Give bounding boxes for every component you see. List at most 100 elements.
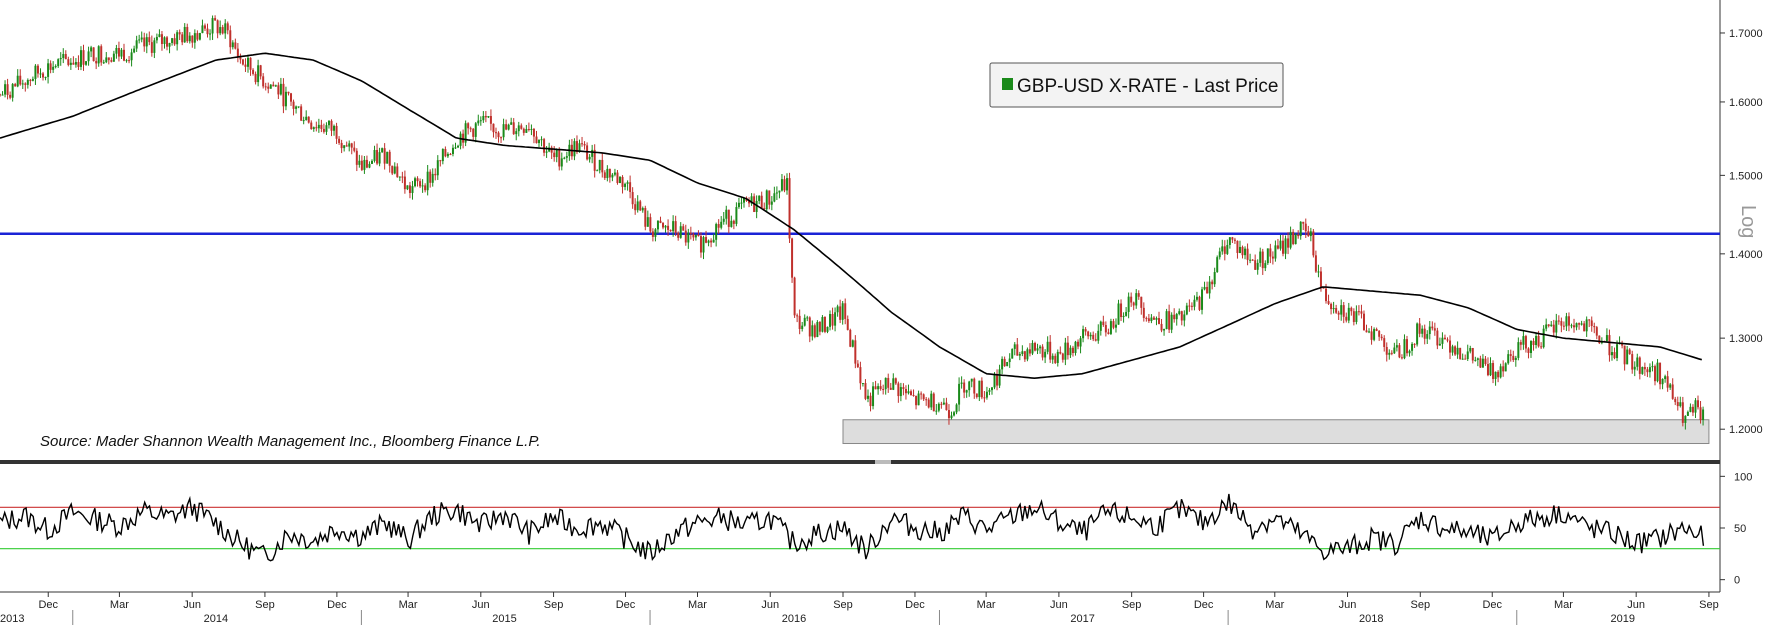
price-candle xyxy=(1041,344,1044,361)
price-candle xyxy=(1360,304,1363,319)
price-candle xyxy=(793,276,796,318)
price-candle xyxy=(1195,291,1198,302)
price-candle xyxy=(1233,237,1236,244)
price-candle xyxy=(1183,310,1186,327)
price-candle xyxy=(694,234,697,241)
price-candle xyxy=(983,391,986,403)
price-candle xyxy=(849,328,852,348)
oscillator-line-layer xyxy=(0,493,1705,562)
price-candle xyxy=(350,142,353,155)
price-candle xyxy=(1261,248,1264,275)
price-candle xyxy=(877,383,880,395)
price-candle xyxy=(148,31,151,46)
price-candle xyxy=(667,219,670,236)
price-candle xyxy=(1479,355,1482,368)
price-candle xyxy=(1079,335,1082,354)
price-candle xyxy=(1368,328,1371,334)
price-candle xyxy=(697,230,700,237)
price-candle xyxy=(778,190,781,199)
price-candle xyxy=(224,19,227,39)
price-candle xyxy=(97,45,100,67)
price-candle xyxy=(730,215,733,228)
price-candle xyxy=(403,170,406,194)
price-candle xyxy=(1165,308,1168,330)
price-candle xyxy=(603,170,606,180)
legend-label: GBP-USD X-RATE - Last Price xyxy=(1017,76,1278,97)
price-candle xyxy=(19,69,22,86)
price-candle xyxy=(960,376,963,389)
x-month-tick-label: Dec xyxy=(1194,599,1214,611)
price-candle xyxy=(85,61,88,66)
x-year-label: 2017 xyxy=(1070,613,1094,625)
price-candle xyxy=(530,124,533,136)
price-candle xyxy=(241,58,244,66)
price-candle xyxy=(1550,321,1553,327)
price-candle xyxy=(1337,310,1340,321)
panel-resize-handle[interactable] xyxy=(875,460,891,464)
price-candle xyxy=(1352,308,1355,326)
price-candle xyxy=(186,23,189,43)
price-candle xyxy=(1327,294,1330,306)
price-candle xyxy=(988,388,991,396)
price-candle xyxy=(1190,302,1193,311)
price-candle xyxy=(176,30,179,51)
price-candle xyxy=(464,120,467,147)
price-candle xyxy=(439,159,442,167)
price-y-tick-label: 1.7000 xyxy=(1729,28,1763,40)
price-candle xyxy=(538,139,541,148)
price-candle xyxy=(1198,295,1201,312)
price-candle xyxy=(1287,232,1290,255)
price-candle xyxy=(1008,353,1011,368)
price-candle xyxy=(1347,302,1350,324)
price-candle xyxy=(155,33,158,44)
price-candle xyxy=(912,389,915,397)
x-month-tick-label: Jun xyxy=(472,599,490,611)
price-candle xyxy=(1185,302,1188,316)
price-candle xyxy=(203,23,206,31)
price-candle xyxy=(829,310,832,331)
price-candle xyxy=(246,54,249,73)
price-candle xyxy=(942,398,945,406)
price-candle xyxy=(712,233,715,243)
price-candle xyxy=(963,379,966,399)
price-candle xyxy=(831,307,834,330)
price-candle xyxy=(639,199,642,212)
price-candle xyxy=(515,128,518,141)
candle-layer xyxy=(0,15,1705,430)
legend[interactable]: GBP-USD X-RATE - Last Price xyxy=(989,62,1284,108)
price-candle xyxy=(965,389,968,398)
price-candle xyxy=(1464,354,1467,360)
price-candle xyxy=(1117,299,1120,325)
price-candle xyxy=(707,239,710,247)
price-candle xyxy=(1036,343,1039,355)
price-candle xyxy=(1408,349,1411,357)
price-candle xyxy=(1643,362,1646,376)
price-candle xyxy=(1084,327,1087,336)
x-month-tick-label: Jun xyxy=(761,599,779,611)
price-candle xyxy=(927,397,930,409)
price-candle xyxy=(34,64,37,85)
x-month-tick-label: Dec xyxy=(38,599,58,611)
price-candle xyxy=(219,20,222,36)
price-candle xyxy=(854,335,857,369)
price-candle xyxy=(196,30,199,42)
price-candle xyxy=(770,196,773,211)
price-candle xyxy=(1499,363,1502,379)
x-axis-ticks: Dec Mar Jun Sep Dec Mar Jun Sep Dec Mar Jun Sep Dec M… xyxy=(0,592,1719,625)
price-candle xyxy=(259,64,262,80)
price-candle xyxy=(1398,343,1401,359)
log-scale-label[interactable]: Log xyxy=(1737,205,1759,238)
price-candle xyxy=(365,155,368,169)
price-candle xyxy=(1385,342,1388,362)
price-candle xyxy=(128,56,131,64)
moving-average-layer xyxy=(0,52,1703,380)
price-candle xyxy=(163,36,166,49)
price-candle xyxy=(444,146,447,158)
price-candle xyxy=(434,168,437,181)
price-candle xyxy=(191,35,194,48)
price-candle xyxy=(631,187,634,209)
price-candle xyxy=(373,145,376,163)
price-candle xyxy=(1299,221,1302,240)
price-candle xyxy=(834,307,837,332)
price-candle xyxy=(1454,345,1457,356)
